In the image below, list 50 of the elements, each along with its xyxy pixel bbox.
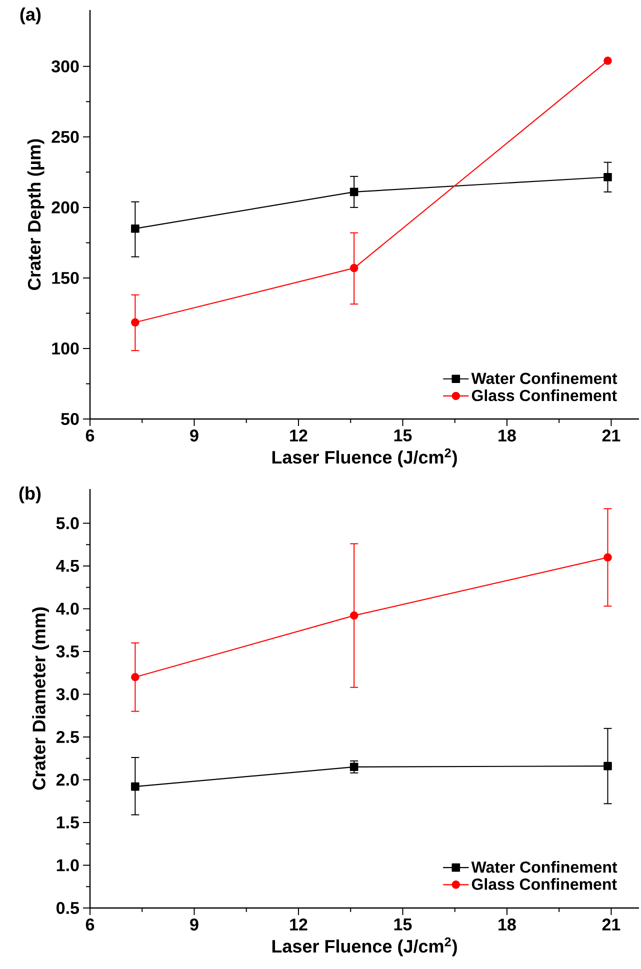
y-tick-label: 150: [52, 272, 79, 284]
x-tick-label: 15: [394, 918, 412, 930]
legend-label: Water Confinement: [471, 372, 618, 384]
y-axis-title: Crater Depth (µm): [27, 139, 44, 290]
x-tick-label: 18: [498, 430, 516, 442]
y-tick-label: 1.0: [56, 859, 79, 872]
y-tick-label: 3.5: [56, 645, 79, 658]
y-axis-title: Crater Diameter (mm): [32, 607, 49, 790]
y-tick-label: 2.5: [56, 730, 79, 744]
point: [604, 172, 612, 182]
point: [131, 224, 140, 233]
point: [604, 762, 612, 770]
point: [350, 188, 358, 196]
y-tick-label: 250: [52, 130, 79, 143]
x-tick-label: 15: [394, 430, 412, 442]
x-tick-label: 12: [290, 918, 308, 930]
point: [131, 318, 140, 327]
y-tick-label: 5.0: [56, 517, 79, 530]
point: [131, 672, 140, 682]
x-axis-title: Laser Fluence (J/cm$^{2}$): [272, 448, 457, 468]
y-tick-label: 50: [61, 412, 79, 426]
y-tick-label: 2.0: [56, 774, 79, 786]
point: [350, 762, 358, 772]
legend-label: Glass Confinement: [472, 878, 617, 890]
legend-label: Water Confinement: [471, 861, 618, 873]
x-tick-label: 9: [190, 918, 198, 931]
y-tick-label: 1.5: [56, 816, 79, 828]
x-tick-label: 21: [602, 430, 620, 442]
x-tick-label: 18: [498, 918, 516, 931]
x-tick-label: 9: [190, 430, 198, 442]
point: [131, 782, 140, 791]
y-tick-label: 4.0: [56, 602, 79, 615]
point: [350, 611, 358, 620]
y-tick-label: 3.0: [56, 688, 79, 700]
y-tick-label: 4.5: [56, 560, 79, 572]
point: [604, 553, 612, 562]
legend-label: Glass Confinement: [472, 389, 617, 402]
y-tick-label: 100: [52, 342, 79, 354]
chart-title: (a): [20, 8, 41, 24]
point: [604, 56, 612, 65]
x-tick-label: 6: [86, 918, 94, 931]
x-tick-label: 6: [86, 430, 94, 442]
point: [350, 264, 358, 272]
y-tick-label: 200: [52, 201, 79, 214]
y-tick-label: 0.5: [56, 902, 79, 914]
chart-title: (b): [19, 486, 41, 504]
x-tick-label: 21: [602, 918, 620, 930]
x-axis-title: Laser Fluence (J/cm$^{2}$): [272, 937, 457, 956]
x-tick-label: 12: [290, 430, 308, 442]
y-tick-label: 300: [51, 60, 79, 72]
